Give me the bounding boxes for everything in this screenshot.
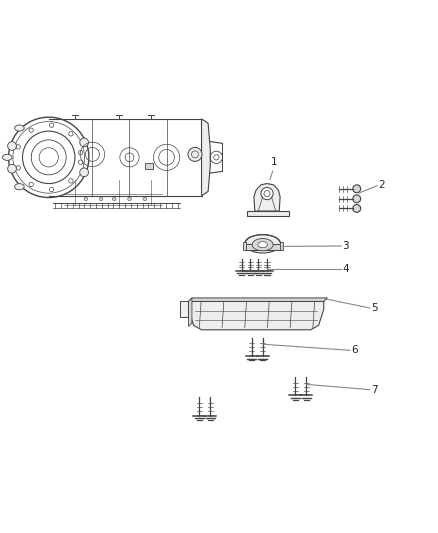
Circle shape (49, 123, 54, 127)
Ellipse shape (14, 125, 24, 131)
Circle shape (128, 197, 131, 200)
Text: 7: 7 (371, 385, 378, 394)
Polygon shape (280, 242, 283, 250)
Circle shape (78, 150, 83, 155)
Text: 4: 4 (342, 264, 349, 274)
Polygon shape (247, 211, 289, 216)
Polygon shape (245, 244, 281, 250)
Polygon shape (180, 302, 188, 317)
Ellipse shape (3, 154, 12, 160)
Circle shape (188, 148, 202, 161)
Circle shape (84, 197, 88, 200)
Circle shape (353, 185, 360, 193)
Circle shape (99, 197, 103, 200)
Circle shape (80, 138, 88, 147)
Text: 2: 2 (378, 180, 385, 190)
Polygon shape (188, 302, 324, 330)
FancyBboxPatch shape (145, 163, 152, 169)
Circle shape (261, 188, 273, 200)
Circle shape (29, 128, 33, 132)
Circle shape (69, 132, 73, 136)
Circle shape (16, 166, 20, 170)
Circle shape (143, 197, 147, 200)
Circle shape (29, 182, 33, 187)
Polygon shape (201, 119, 210, 196)
Polygon shape (188, 298, 327, 302)
Circle shape (78, 160, 83, 164)
Circle shape (7, 164, 16, 173)
Ellipse shape (258, 241, 268, 248)
Polygon shape (254, 183, 280, 211)
Text: 3: 3 (342, 241, 349, 251)
Ellipse shape (245, 235, 281, 253)
Polygon shape (243, 242, 246, 250)
Ellipse shape (14, 184, 24, 190)
Circle shape (80, 168, 88, 176)
Text: 5: 5 (371, 303, 378, 313)
Polygon shape (188, 298, 192, 326)
Circle shape (353, 195, 360, 203)
Ellipse shape (252, 239, 273, 251)
Text: 6: 6 (351, 345, 358, 356)
Circle shape (69, 179, 73, 183)
Circle shape (353, 205, 360, 212)
Text: 1: 1 (271, 157, 278, 167)
Circle shape (49, 187, 54, 192)
Circle shape (113, 197, 116, 200)
Circle shape (16, 144, 20, 149)
Circle shape (7, 142, 16, 150)
